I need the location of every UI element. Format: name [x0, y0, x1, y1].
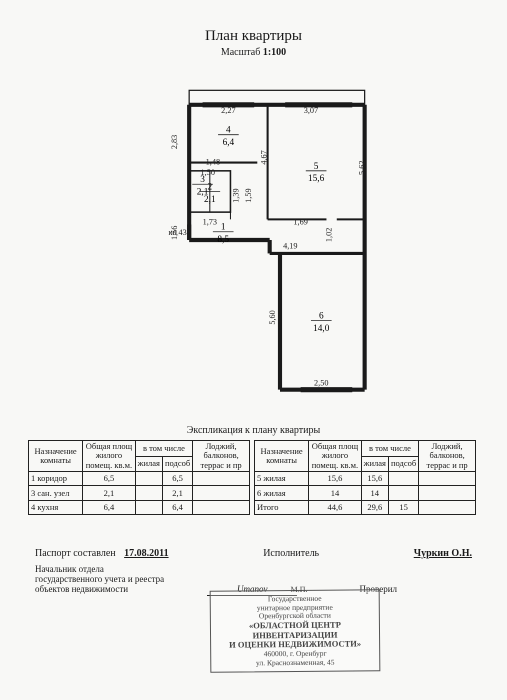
table-cell: 1 коридор: [29, 472, 83, 486]
table-cell: [419, 486, 476, 500]
scale-value: 1:100: [263, 47, 286, 58]
svg-text:2,50: 2,50: [314, 379, 328, 388]
table-cell: 14: [361, 486, 388, 500]
table-cell: 29,6: [361, 500, 388, 514]
table-cell: 15,6: [309, 472, 361, 486]
col-name-r: Назначение комнаты: [255, 441, 309, 472]
table-cell: 44,6: [309, 500, 361, 514]
svg-text:6,4: 6,4: [223, 138, 235, 148]
apartment-label: кв 43: [169, 228, 187, 237]
col-group: в том числе: [135, 441, 193, 457]
col-name: Назначение комнаты: [29, 441, 83, 472]
col-total-r: Общая площ жилого помещ. кв.м.: [309, 441, 361, 472]
svg-text:2,83: 2,83: [170, 135, 179, 149]
table-cell: 6,5: [162, 472, 192, 486]
scale-line: Масштаб 1:100: [30, 47, 477, 58]
col-podsob: подсоб: [162, 456, 192, 472]
table-row: 5 жилая15,615,6: [255, 472, 476, 486]
col-group-r: в том числе: [361, 441, 419, 457]
table-row: Итого44,629,615: [255, 500, 476, 514]
chief-label: Начальник отдела государственного учета …: [35, 565, 205, 595]
col-podsob-r: подсоб: [388, 456, 418, 472]
table-cell: 14: [309, 486, 361, 500]
table-cell: 2,1: [162, 486, 192, 500]
svg-text:1: 1: [221, 223, 226, 233]
table-cell: [193, 500, 250, 514]
col-zhilaya-r: жилая: [361, 456, 388, 472]
svg-text:1,73: 1,73: [203, 218, 217, 227]
signature-area: Паспорт составлен 17.08.2011 Исполнитель…: [35, 548, 472, 596]
passport-label: Паспорт составлен: [35, 548, 116, 559]
executor-label: Исполнитель: [263, 548, 319, 559]
svg-text:5,60: 5,60: [268, 310, 277, 324]
table-cell: 15,6: [361, 472, 388, 486]
explication-heading: Экспликация к плану квартиры: [0, 425, 507, 436]
svg-text:3,07: 3,07: [304, 106, 318, 115]
svg-text:6: 6: [319, 311, 324, 321]
table-cell: 2,1: [83, 486, 135, 500]
table-cell: [419, 472, 476, 486]
mp-label: М.П.: [291, 585, 308, 594]
table-cell: [135, 486, 162, 500]
table-cell: 5 жилая: [255, 472, 309, 486]
svg-text:1,59: 1,59: [244, 188, 253, 202]
svg-text:4,19: 4,19: [283, 241, 297, 250]
svg-text:2,27: 2,27: [221, 106, 235, 115]
svg-text:15,6: 15,6: [308, 174, 325, 184]
table-right: Назначение комнаты Общая площ жилого пом…: [254, 440, 476, 515]
svg-text:1,48: 1,48: [206, 158, 220, 167]
table-cell: [135, 500, 162, 514]
svg-text:4: 4: [226, 126, 231, 136]
svg-text:1,39: 1,39: [232, 188, 241, 202]
svg-text:5: 5: [314, 162, 319, 172]
svg-text:8,5: 8,5: [217, 235, 229, 245]
table-cell: Итого: [255, 500, 309, 514]
explication-tables: Назначение комнаты Общая площ жилого пом…: [28, 440, 480, 509]
table-cell: [193, 472, 250, 486]
scale-label: Масштаб: [221, 47, 261, 58]
svg-text:1,50: 1,50: [201, 168, 215, 177]
table-cell: 6 жилая: [255, 486, 309, 500]
table-cell: 6,5: [83, 472, 135, 486]
table-cell: 3 сан. узел: [29, 486, 83, 500]
passport-date: 17.08.2011: [124, 548, 168, 559]
table-row: 3 сан. узел2,12,1: [29, 486, 250, 500]
col-zhilaya: жилая: [135, 456, 162, 472]
table-cell: 15: [388, 500, 418, 514]
table-cell: [419, 500, 476, 514]
table-row: 4 кухня6,46,4: [29, 500, 250, 514]
svg-text:4,67: 4,67: [260, 150, 269, 164]
floor-plan: 18,522,132,146,4515,6614,0 2,273,072,831…: [130, 80, 430, 400]
stamp: Государственное унитарное предприятие Ор…: [210, 589, 381, 673]
table-cell: [135, 472, 162, 486]
table-cell: [388, 472, 418, 486]
table-cell: 6,4: [162, 500, 192, 514]
svg-text:1,69: 1,69: [293, 218, 307, 227]
svg-text:5,62: 5,62: [358, 161, 367, 175]
table-cell: 6,4: [83, 500, 135, 514]
svg-text:2,1: 2,1: [197, 188, 209, 198]
svg-text:14,0: 14,0: [313, 324, 330, 334]
executor-name: Чуркин О.Н.: [414, 548, 472, 559]
table-cell: 4 кухня: [29, 500, 83, 514]
col-loggia: Лоджий, балконов, террас и пр: [193, 441, 250, 472]
table-cell: [193, 486, 250, 500]
table-row: 1 коридор6,56,5: [29, 472, 250, 486]
col-total: Общая площ жилого помещ. кв.м.: [83, 441, 135, 472]
page-title: План квартиры: [30, 28, 477, 45]
stamp-l8: ул. Краснознаменная, 45: [217, 658, 373, 668]
table-cell: [388, 486, 418, 500]
table-left: Назначение комнаты Общая площ жилого пом…: [28, 440, 250, 515]
svg-text:1,02: 1,02: [325, 228, 334, 242]
col-loggia-r: Лоджий, балконов, террас и пр: [419, 441, 476, 472]
table-row: 6 жилая1414: [255, 486, 476, 500]
